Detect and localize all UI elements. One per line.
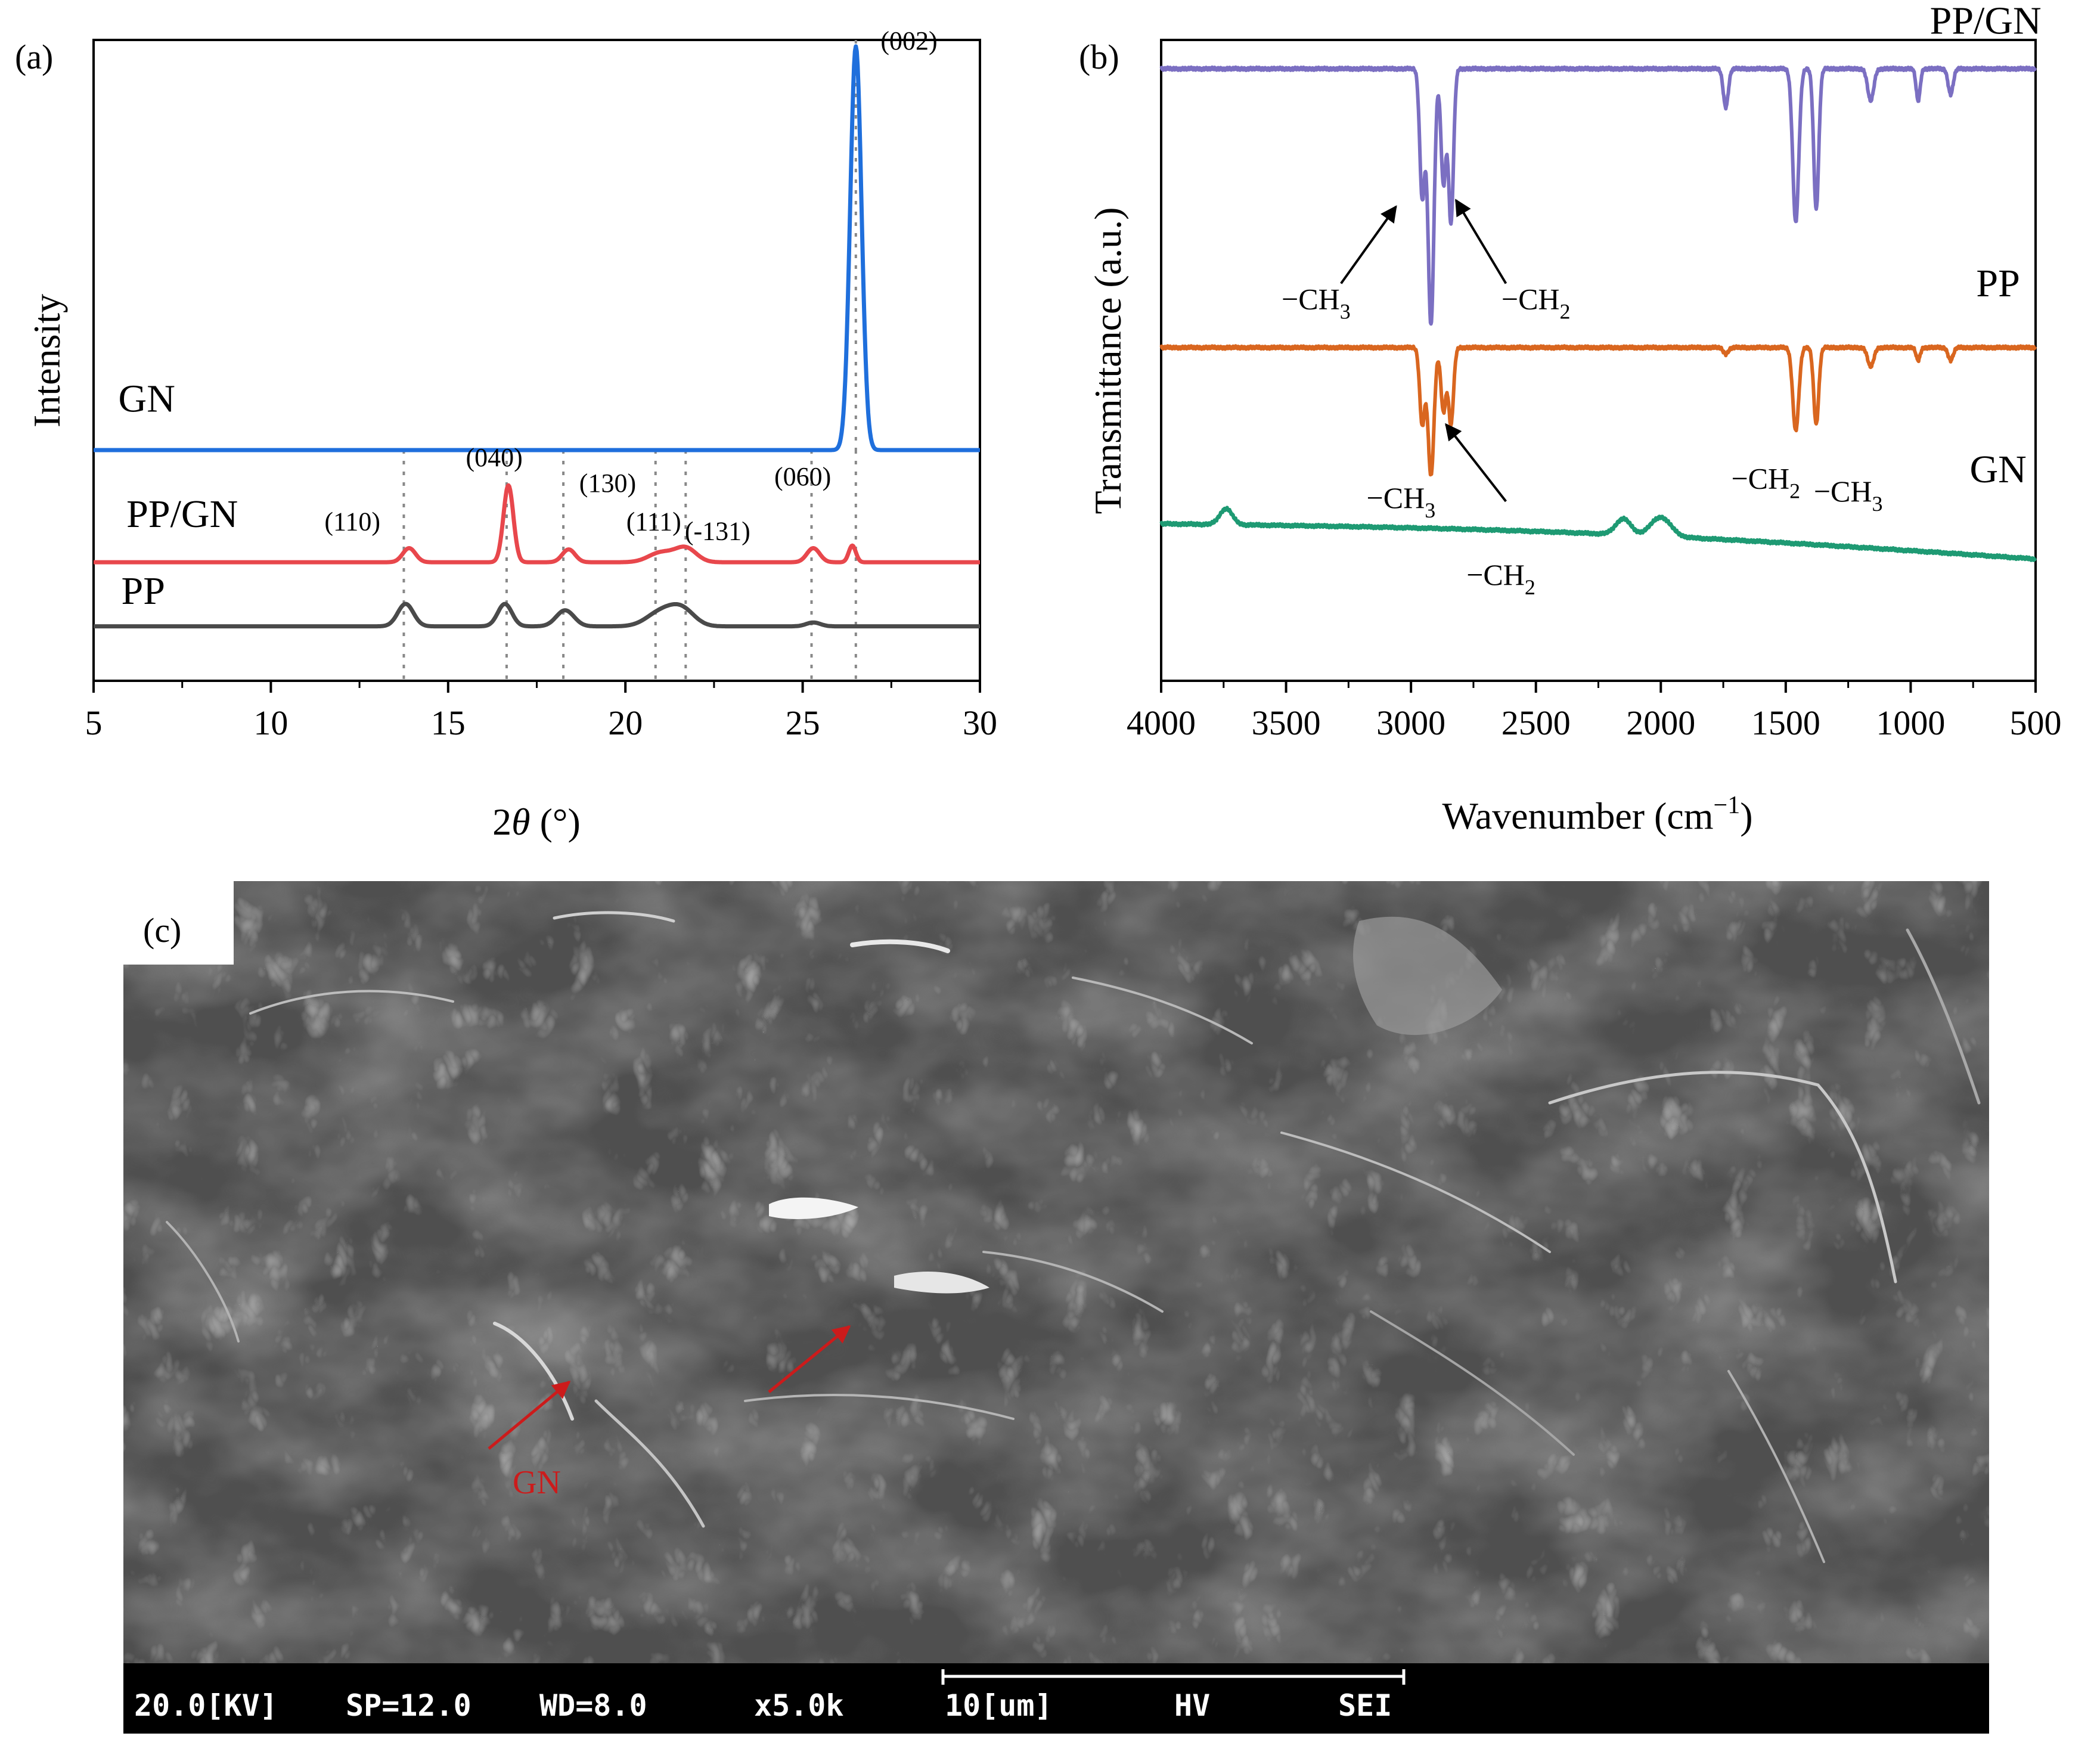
ftir-arrows <box>1340 199 1507 503</box>
ftir-x-tick-label-1000: 1000 <box>1876 703 1945 742</box>
sem-info-working-distance: WD=8.0 <box>539 1688 647 1723</box>
xrd-x-tick-label-20: 20 <box>608 703 643 742</box>
ftir-group-annotations: −CH3 −CH2−CH3−CH2−CH2 −CH3 <box>1282 283 1882 599</box>
ftir-series-pp-gn <box>1159 65 2037 326</box>
sem-panel: (c) GN 20.0[KV] SP=12.0 WD=8.0 x5.0k 10[… <box>123 881 1989 1734</box>
xrd-series <box>92 44 981 629</box>
sem-info-scale-value: 10[um] <box>945 1688 1053 1723</box>
xrd-series-label-2: PP <box>122 569 165 613</box>
ftir-annotation-main: −CH <box>1814 475 1872 508</box>
ftir-panel: (b) 4000 3500 3000 2500 2000 1500 1000 500 −CH3… <box>1079 0 2062 837</box>
ftir-arrow-1 <box>1454 199 1507 284</box>
xrd-x-axis-label-unit: (°) <box>531 801 581 843</box>
sem-image-texture <box>123 881 1989 1734</box>
sem-arrow-2 <box>768 1325 851 1393</box>
ftir-x-tick-label-1500: 1500 <box>1751 703 1820 742</box>
ftir-arrow-2 <box>1445 423 1507 503</box>
xrd-y-axis-label: Intensity <box>26 294 68 427</box>
ftir-annotation-sub: 2 <box>1789 479 1800 503</box>
sem-surface-features <box>166 911 1981 1563</box>
ftir-x-tick-label-500: 500 <box>2010 703 2062 742</box>
ftir-annotation-main: −CH <box>1367 481 1425 514</box>
ftir-x-axis-label-main: Wavenumber (cm <box>1442 795 1713 837</box>
ftir-annotation-main: −CH <box>1466 558 1525 591</box>
ftir-series-label-1: PP <box>1976 262 2019 305</box>
panel-b-label: (b) <box>1079 38 1119 76</box>
ftir-series <box>1159 65 2037 562</box>
xrd-x-tick-label-30: 30 <box>963 703 997 742</box>
ftir-series-pp <box>1159 344 2037 477</box>
ftir-x-tick-label-4000: 4000 <box>1127 703 1196 742</box>
xrd-series-label-1: PP/GN <box>126 492 238 536</box>
sem-info-magnification: x5.0k <box>754 1688 844 1723</box>
xrd-x-axis: 5 10 15 20 25 30 <box>85 681 997 742</box>
xrd-x-tick-label-25: 25 <box>786 703 820 742</box>
xrd-x-tick-label-10: 10 <box>253 703 288 742</box>
ftir-annotation-main: −CH <box>1731 462 1789 495</box>
xrd-series-labels: GN PP/GN PP <box>119 377 238 613</box>
ftir-series-gn <box>1159 506 2037 562</box>
sem-scale-bar <box>941 1669 1406 1685</box>
ftir-annotation-sub: 2 <box>1525 575 1535 599</box>
ftir-series-labels: PP/GN PP GN <box>1930 0 2042 491</box>
ftir-annotation-main: −CH <box>1282 283 1340 316</box>
ftir-x-axis-label: Wavenumber (cm−1) <box>1442 792 1752 837</box>
xrd-series-pp <box>92 602 981 629</box>
ftir-x-axis-label-end: ) <box>1740 795 1752 837</box>
xrd-series-gn <box>92 44 981 452</box>
sem-arrow-1 <box>488 1381 571 1450</box>
ftir-annotation-1: −CH2 <box>1502 283 1571 324</box>
xrd-peak-labels: (110) (040) (130) (111) (-131) (060) (002) <box>324 26 937 545</box>
sem-info-spot-size: SP=12.0 <box>346 1688 471 1723</box>
ftir-x-tick-label-3500: 3500 <box>1252 703 1321 742</box>
xrd-series-pp-gn <box>92 483 981 565</box>
ftir-annotation-sub: 3 <box>1340 300 1351 324</box>
ftir-annotation-sub: 3 <box>1872 492 1882 516</box>
xrd-peak-label-2: (130) <box>579 469 636 498</box>
xrd-x-tick-label-5: 5 <box>85 703 103 742</box>
ftir-series-label-0: PP/GN <box>1930 0 2042 42</box>
ftir-annotation-sub: 2 <box>1560 300 1571 324</box>
ftir-arrow-0 <box>1340 205 1397 284</box>
sem-label-box <box>123 881 234 965</box>
xrd-series-label-0: GN <box>119 377 175 421</box>
xrd-peak-label-3: (111) <box>626 507 681 536</box>
xrd-reference-lines <box>402 40 857 681</box>
xrd-panel: (a) 5 10 15 20 25 30 (110) (040) (130) (111) (-13… <box>15 26 997 843</box>
xrd-x-axis-label-prefix: 2 <box>492 801 511 843</box>
sem-info-bar-texts: 20.0[KV] SP=12.0 WD=8.0 x5.0k 10[um] HV … <box>134 1688 1392 1723</box>
ftir-plot-frame <box>1160 39 2037 682</box>
sem-gn-annotation: GN <box>513 1464 561 1501</box>
panel-c-label: (c) <box>143 911 181 950</box>
xrd-peak-label-5: (060) <box>774 462 831 491</box>
ftir-annotation-2: −CH3 <box>1367 481 1436 522</box>
xrd-x-axis-label: 2θ (°) <box>492 801 581 843</box>
ftir-annotation-3: −CH2 <box>1466 558 1535 599</box>
ftir-annotation-main: −CH <box>1502 283 1560 316</box>
sem-info-hv: HV <box>1174 1688 1210 1723</box>
ftir-x-axis-label-sup: −1 <box>1714 792 1741 819</box>
ftir-annotation-sub: 3 <box>1425 498 1435 522</box>
ftir-x-axis: 4000 3500 3000 2500 2000 1500 1000 500 <box>1127 681 2062 742</box>
sem-info-detector: SEI <box>1338 1688 1392 1723</box>
ftir-annotation-4: −CH2 <box>1731 462 1800 503</box>
ftir-annotation-0: −CH3 <box>1282 283 1351 324</box>
ftir-series-label-2: GN <box>1969 448 2026 491</box>
xrd-peak-label-6: (002) <box>880 26 937 55</box>
xrd-peak-label-1: (040) <box>466 443 522 472</box>
ftir-x-tick-label-2500: 2500 <box>1502 703 1571 742</box>
xrd-x-tick-label-15: 15 <box>431 703 466 742</box>
xrd-x-axis-label-theta: θ <box>511 801 530 843</box>
ftir-annotation-5: −CH3 <box>1814 475 1883 516</box>
xrd-peak-label-0: (110) <box>324 507 380 536</box>
ftir-y-axis-label: Transmittance (a.u.) <box>1087 207 1129 514</box>
ftir-x-tick-label-2000: 2000 <box>1626 703 1695 742</box>
ftir-x-tick-label-3000: 3000 <box>1376 703 1445 742</box>
xrd-peak-label-4: (-131) <box>685 517 750 546</box>
sem-info-voltage: 20.0[KV] <box>134 1688 278 1723</box>
panel-a-label: (a) <box>15 38 53 76</box>
